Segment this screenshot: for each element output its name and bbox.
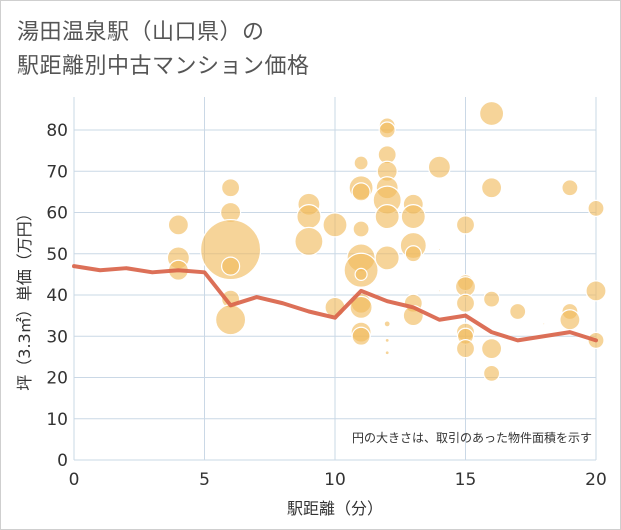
data-bubble bbox=[483, 364, 501, 382]
data-bubble bbox=[483, 290, 501, 308]
y-tick-label: 70 bbox=[46, 162, 68, 182]
x-tick-label: 20 bbox=[585, 470, 607, 490]
data-bubble bbox=[322, 212, 348, 238]
data-bubble bbox=[561, 179, 579, 197]
data-bubble bbox=[587, 199, 605, 217]
data-bubble bbox=[383, 320, 391, 328]
data-bubble bbox=[353, 155, 369, 171]
data-bubble bbox=[542, 322, 546, 326]
data-bubble bbox=[384, 337, 390, 343]
y-tick-label: 30 bbox=[46, 327, 68, 347]
data-bubble bbox=[200, 219, 262, 281]
data-bubble bbox=[351, 182, 371, 202]
data-bubble bbox=[294, 226, 324, 256]
y-tick-label: 50 bbox=[46, 245, 68, 265]
bubble-size-note: 円の大きさは、取引のあった物件面積を示す bbox=[352, 430, 592, 445]
x-tick-label: 15 bbox=[455, 470, 477, 490]
data-bubble bbox=[221, 178, 241, 198]
x-tick-label: 10 bbox=[324, 470, 346, 490]
data-bubble bbox=[509, 302, 527, 321]
y-axis-label: 坪（3.3㎡）単価（万円） bbox=[15, 205, 34, 390]
y-tick-label: 80 bbox=[46, 121, 68, 141]
data-bubble bbox=[351, 326, 371, 346]
data-bubble bbox=[374, 204, 400, 230]
data-bubble bbox=[167, 214, 189, 236]
bubble-layer bbox=[166, 100, 607, 382]
y-tick-label: 0 bbox=[57, 451, 68, 471]
data-bubble bbox=[354, 267, 368, 281]
data-bubble bbox=[374, 245, 400, 271]
chart-title-line-2: 駅距離別中古マンション価格 bbox=[17, 54, 310, 79]
data-bubble bbox=[296, 204, 322, 230]
data-bubble bbox=[455, 293, 476, 313]
data-bubble bbox=[585, 280, 607, 302]
data-bubble bbox=[479, 100, 505, 127]
data-bubble bbox=[437, 289, 441, 293]
y-tick-label: 20 bbox=[46, 369, 68, 389]
average-price-line bbox=[72, 264, 598, 343]
data-bubble bbox=[455, 215, 476, 235]
data-bubble bbox=[400, 204, 426, 230]
data-bubble bbox=[455, 339, 476, 359]
chart-title: 湯田温泉駅（山口県）の 駅距離別中古マンション価格 bbox=[17, 16, 310, 84]
data-bubble bbox=[352, 220, 370, 238]
data-bubble bbox=[559, 309, 581, 331]
grid-lines bbox=[73, 97, 597, 461]
y-tick-label: 10 bbox=[46, 410, 68, 430]
data-bubble bbox=[349, 295, 373, 319]
chart-title-line-1: 湯田温泉駅（山口県）の bbox=[17, 20, 265, 45]
y-tick-labels: 0 10 20 30 40 50 60 70 80 bbox=[46, 121, 68, 471]
x-axis-label: 駅距離（分） bbox=[287, 499, 383, 518]
data-bubble bbox=[378, 121, 396, 139]
data-bubble bbox=[437, 248, 441, 252]
y-tick-label: 40 bbox=[46, 286, 68, 306]
data-bubble bbox=[384, 350, 390, 356]
data-bubble bbox=[481, 177, 503, 199]
data-bubble bbox=[404, 245, 422, 263]
x-tick-labels: 0 5 10 15 20 bbox=[69, 470, 607, 490]
x-tick-label: 0 bbox=[69, 470, 80, 490]
y-tick-label: 60 bbox=[46, 204, 68, 224]
data-bubble bbox=[427, 155, 451, 179]
data-bubble bbox=[481, 338, 503, 360]
x-tick-label: 5 bbox=[199, 470, 210, 490]
data-bubble bbox=[221, 256, 241, 276]
trend-line-layer bbox=[72, 264, 598, 343]
data-bubble bbox=[215, 304, 247, 336]
